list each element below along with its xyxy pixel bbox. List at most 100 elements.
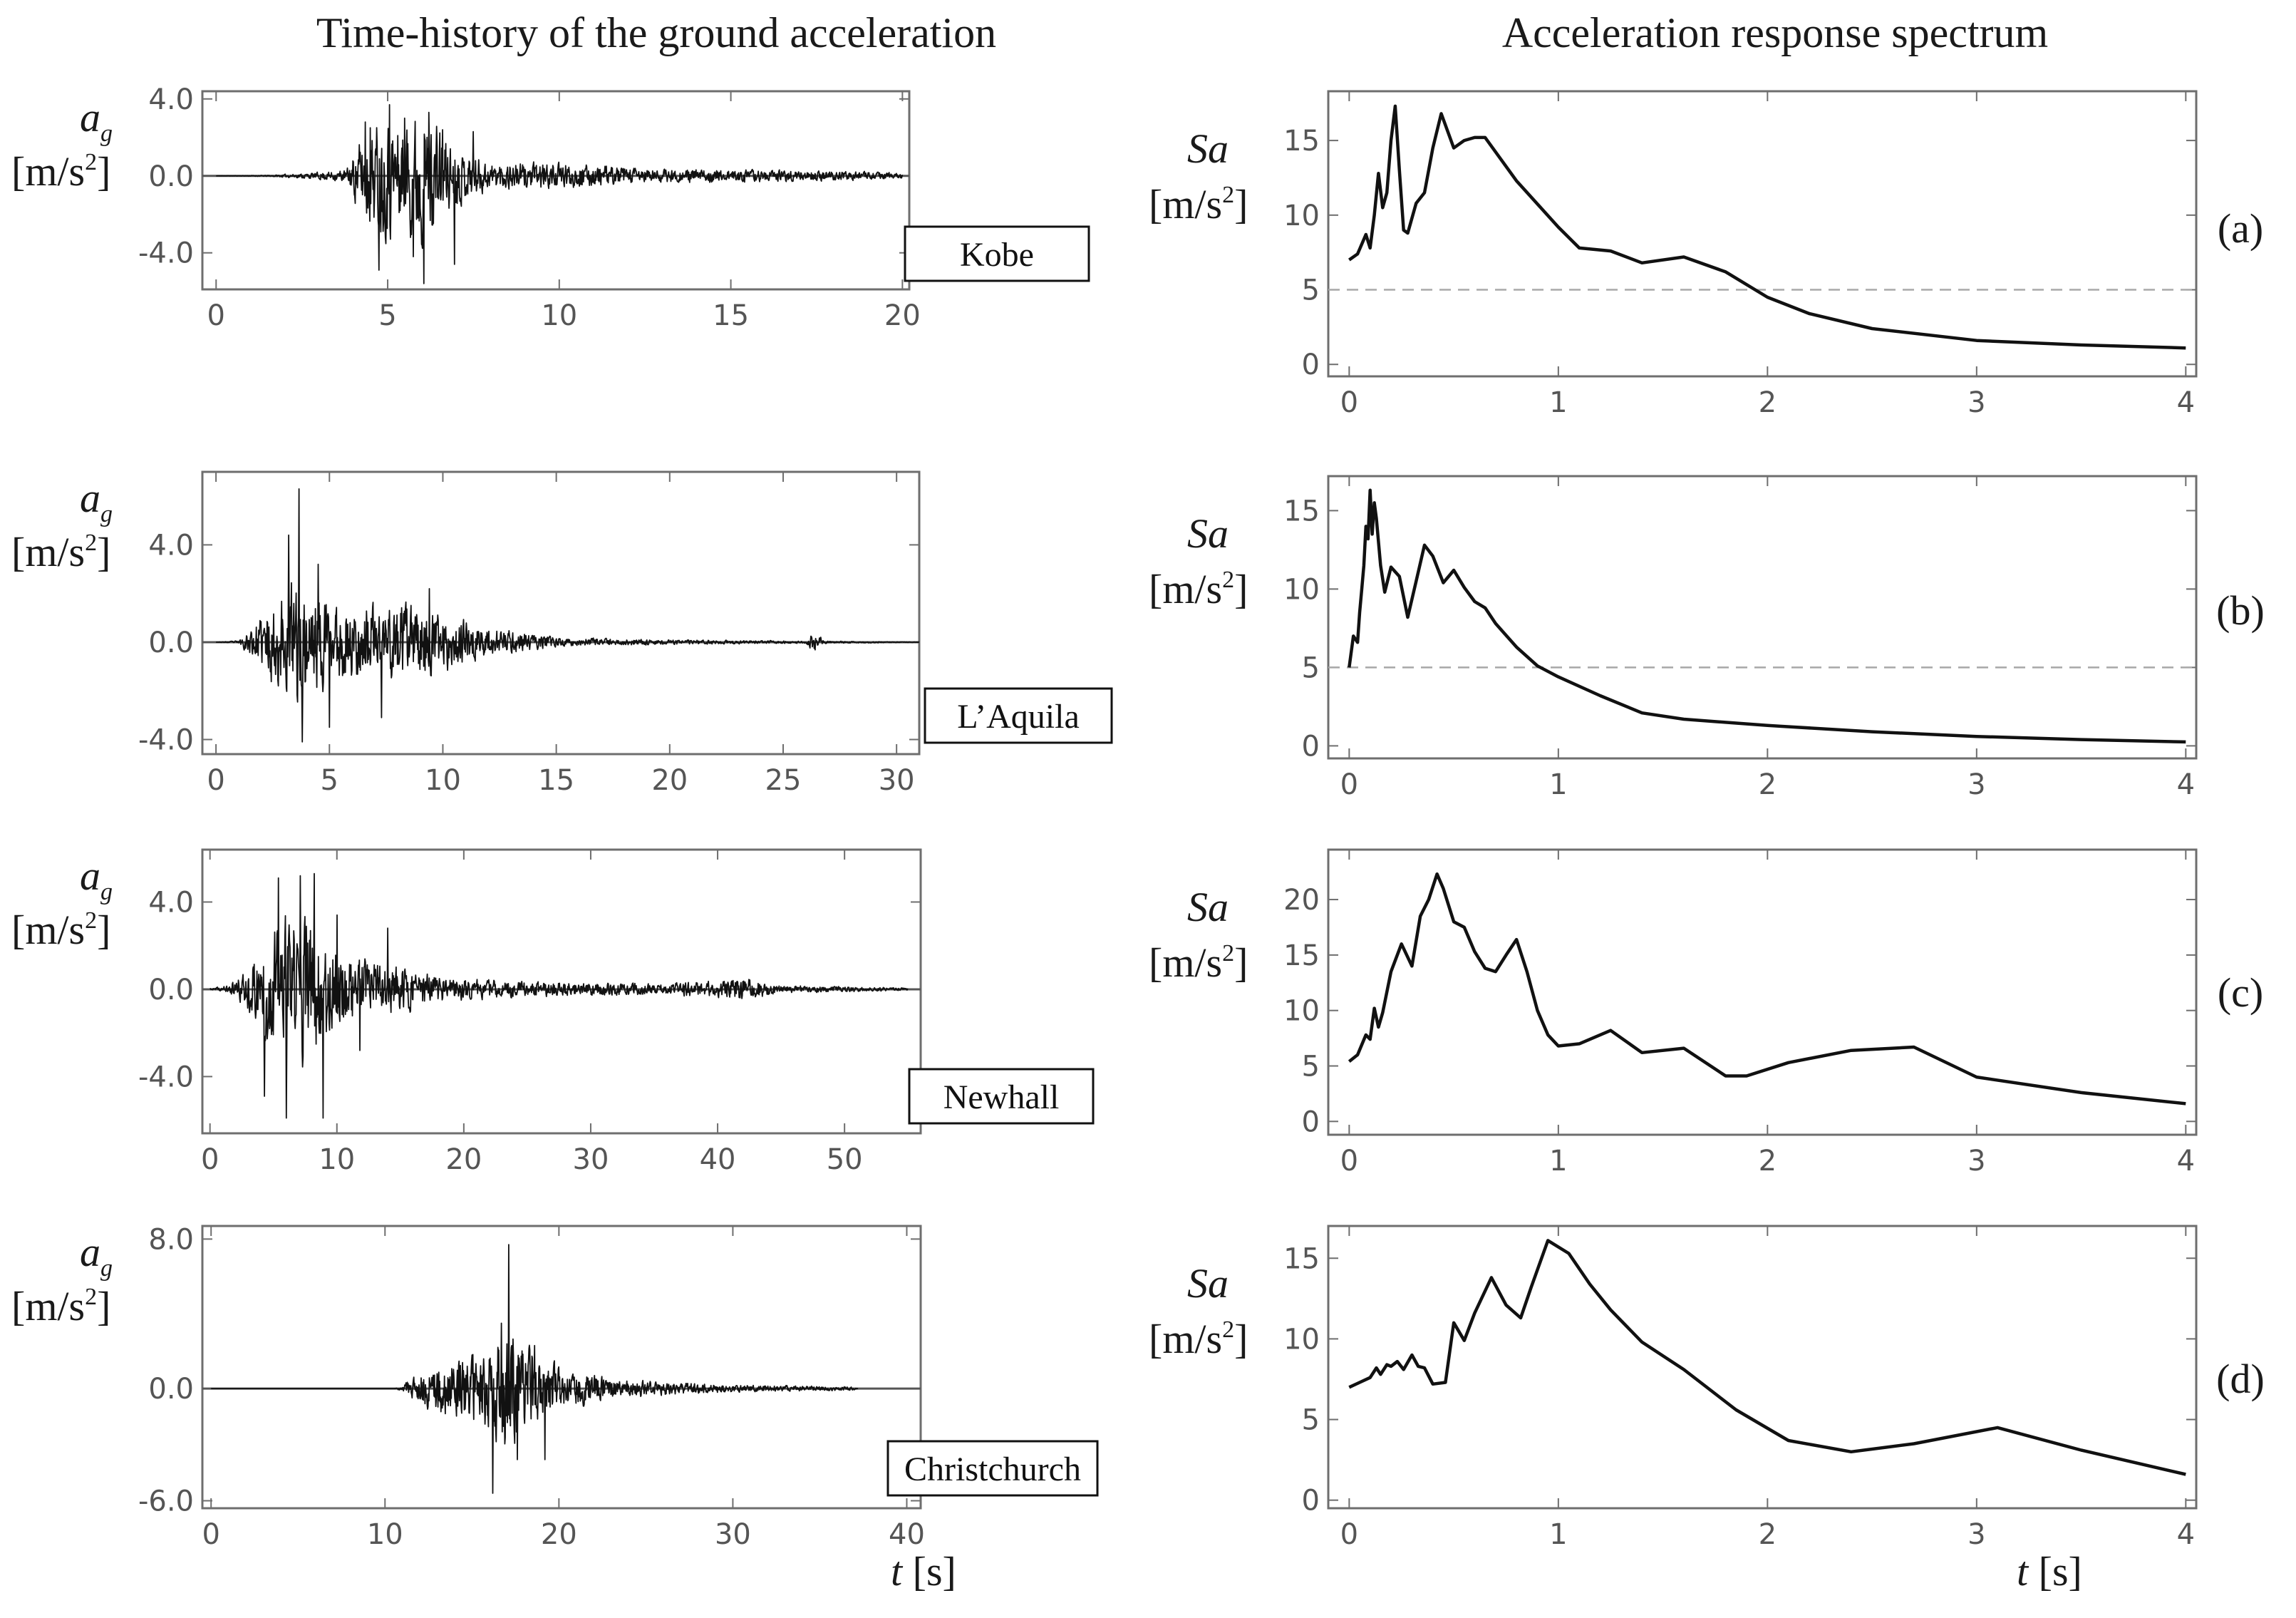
y-tick-label: -4.0 — [138, 237, 194, 270]
x-tick-label: 3 — [1967, 1145, 1985, 1178]
x-tick-label: 10 — [541, 299, 577, 332]
unit-close: ] — [1234, 566, 1248, 612]
x-tick-label: 3 — [1967, 768, 1985, 801]
x-tick-label: 2 — [1759, 386, 1777, 419]
acceleration-series — [215, 488, 920, 743]
x-tick-label: 10 — [319, 1143, 355, 1176]
plot-frame — [1327, 1225, 2198, 1510]
x-tick-label: 30 — [879, 764, 915, 797]
right-column-title: Acceleration response spectrum — [1502, 9, 2048, 56]
unit-close: ] — [97, 1283, 110, 1329]
y-axis-label-symbol: ag — [80, 1229, 113, 1282]
plot-frame — [201, 470, 921, 756]
unit-close: ] — [1234, 181, 1248, 227]
plot-frame — [1327, 848, 2198, 1136]
record-name-box: Kobe — [904, 225, 1090, 282]
record-name-frame — [924, 687, 1113, 744]
y-axis: 0 5 10 15 — [1283, 495, 2196, 763]
y-axis-label-unit: [m/s2] — [11, 529, 110, 575]
y-axis-label-symbol: ag — [80, 94, 113, 147]
plot-frame — [1327, 90, 2198, 378]
x-tick-label: 4 — [2177, 768, 2195, 801]
spectrum-series — [1348, 1239, 2186, 1476]
plot-frame — [201, 848, 922, 1135]
unit-exponent: 2 — [1222, 182, 1234, 208]
record-name: L’Aquila — [957, 698, 1080, 736]
y-tick-label: 0.0 — [148, 160, 194, 193]
y-axis-symbol: a — [80, 475, 100, 521]
y-tick-label: 0 — [1302, 730, 1320, 763]
y-axis-label-symbol: Sa — [1187, 125, 1229, 172]
unit-close: ] — [1234, 1316, 1248, 1362]
record-name: Christchurch — [904, 1450, 1081, 1488]
y-axis-label-symbol: Sa — [1187, 510, 1229, 557]
y-axis: 4.0 0.0 -4.0 — [138, 529, 919, 757]
x-tick-label: 5 — [378, 299, 396, 332]
x-tick-label: 30 — [573, 1143, 609, 1176]
unit-open: [m/s — [11, 907, 85, 953]
y-tick-label: 0.0 — [148, 974, 194, 1006]
x-tick-label: 0 — [207, 764, 224, 797]
y-tick-label: 15 — [1283, 125, 1320, 158]
y-axis-label-unit: [m/s2] — [1149, 566, 1248, 612]
y-tick-label: 5 — [1302, 274, 1320, 307]
y-tick-label: 0 — [1302, 1106, 1320, 1138]
spectrum-points — [1349, 106, 2186, 349]
x-axis: 0 10 20 30 40 — [202, 1226, 925, 1551]
y-tick-label: 5 — [1302, 1051, 1320, 1083]
spectrum-series — [1348, 488, 2186, 744]
spectrum-series — [1348, 104, 2186, 350]
x-tick-label: 20 — [651, 764, 688, 797]
y-tick-label: 4.0 — [148, 83, 194, 116]
y-tick-label: 0 — [1302, 349, 1320, 381]
y-axis-label-unit: [m/s2] — [11, 148, 110, 195]
x-tick-label: 5 — [321, 764, 338, 797]
plot-frame — [201, 1225, 922, 1510]
x-tick-label: 4 — [2177, 386, 2195, 419]
y-axis-label-symbol: ag — [80, 475, 113, 527]
acceleration-series — [210, 1244, 859, 1494]
y-axis-symbol: a — [80, 94, 100, 140]
left-column-title: Time-history of the ground acceleration — [316, 9, 996, 56]
x-tick-label: 15 — [713, 299, 749, 332]
x-tick-label: 3 — [1967, 386, 1985, 419]
unit-open: [m/s — [1149, 566, 1222, 612]
x-tick-label: 25 — [765, 764, 802, 797]
y-tick-label: 10 — [1283, 1323, 1320, 1356]
y-axis-label-unit: [m/s2] — [1149, 939, 1248, 986]
x-axis-unit: [s] — [2028, 1548, 2082, 1594]
y-tick-label: 5 — [1302, 651, 1320, 684]
x-tick-label: 0 — [1340, 1145, 1358, 1178]
x-tick-label: 20 — [884, 299, 921, 332]
record-name: Kobe — [960, 236, 1034, 274]
y-axis-label-unit: [m/s2] — [11, 907, 110, 953]
y-tick-label: 4.0 — [148, 529, 194, 562]
x-tick-label: 30 — [715, 1518, 751, 1551]
unit-close: ] — [97, 529, 110, 575]
x-axis-symbol: t — [891, 1548, 904, 1594]
y-tick-label: 8.0 — [148, 1223, 194, 1256]
unit-exponent: 2 — [85, 907, 97, 934]
x-tick-label: 0 — [201, 1143, 219, 1176]
y-axis-symbol: a — [80, 852, 100, 899]
unit-close: ] — [1234, 939, 1248, 986]
x-tick-label: 10 — [367, 1518, 403, 1551]
y-axis-symbol: a — [80, 1229, 100, 1275]
unit-exponent: 2 — [1222, 567, 1234, 593]
y-tick-label: 0.0 — [148, 1373, 194, 1406]
y-tick-label: 0.0 — [148, 627, 194, 659]
y-tick-label: 5 — [1302, 1404, 1320, 1437]
unit-close: ] — [97, 907, 110, 953]
right-x-axis-label: t [s] — [2017, 1548, 2082, 1594]
left-x-axis-label: t [s] — [891, 1548, 956, 1594]
x-tick-label: 0 — [1340, 386, 1358, 419]
y-tick-label: 10 — [1283, 200, 1320, 232]
x-tick-label: 10 — [425, 764, 461, 797]
y-axis-label-unit: [m/s2] — [11, 1283, 110, 1329]
record-name: Newhall — [943, 1078, 1060, 1116]
unit-exponent: 2 — [85, 1284, 97, 1310]
